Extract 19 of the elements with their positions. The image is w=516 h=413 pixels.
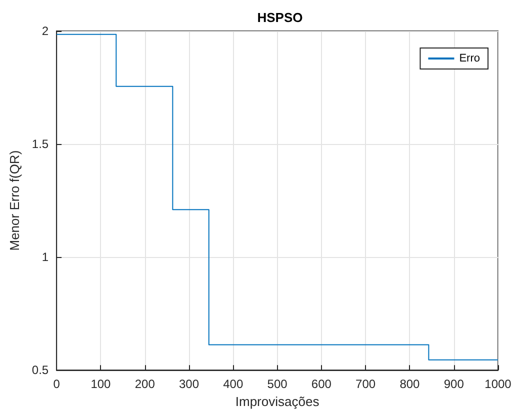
y-tick-label: 1.5 — [32, 137, 49, 152]
x-tick-label: 400 — [223, 377, 244, 392]
legend-label: Erro — [459, 52, 480, 64]
x-tick-label: 100 — [90, 377, 112, 392]
chart-title: HSPSO — [257, 10, 303, 25]
x-tick-label: 600 — [311, 377, 332, 392]
y-axis-title: Menor Erro f(QR) — [7, 150, 22, 251]
x-axis-title: Improvisações — [235, 394, 320, 409]
y-tick-label: 0.5 — [32, 363, 49, 378]
x-tick-label: 800 — [400, 377, 420, 392]
y-tick-label: 2 — [42, 24, 49, 38]
x-tick-label: 0 — [53, 377, 60, 392]
x-tick-label: 200 — [134, 377, 156, 392]
x-tick-label: 900 — [444, 377, 464, 392]
x-tick-label: 300 — [178, 377, 200, 392]
x-tick-label: 500 — [267, 377, 288, 392]
x-tick-label: 700 — [356, 377, 376, 392]
y-tick-label: 1 — [42, 250, 49, 264]
x-tick-label: 1000 — [484, 377, 512, 392]
